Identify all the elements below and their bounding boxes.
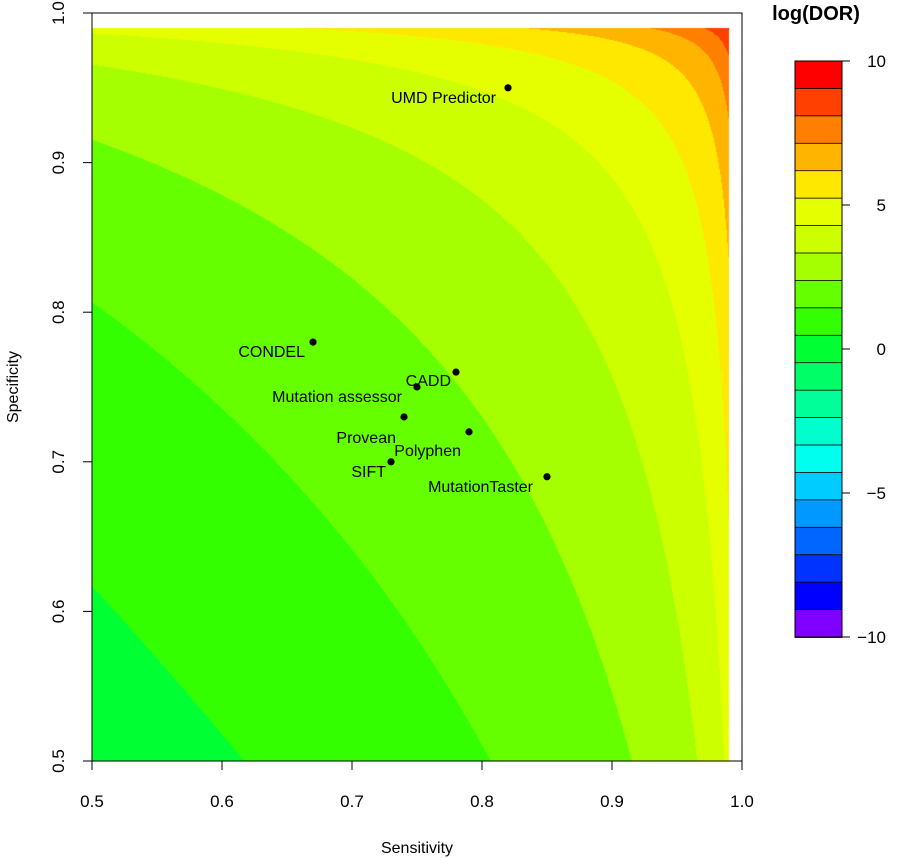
legend-tick-label: 10: [867, 52, 886, 71]
data-point: [452, 368, 460, 376]
y-tick-label: 1.0: [49, 1, 68, 25]
legend-band: [794, 88, 843, 117]
legend-band: [794, 417, 843, 446]
legend-tick-label: −10: [857, 628, 886, 647]
data-point-label: CONDEL: [238, 344, 305, 361]
legend-tick-label: 5: [877, 196, 886, 215]
legend-band: [794, 60, 843, 90]
legend-band: [794, 142, 843, 172]
data-point-label: Polyphen: [394, 443, 461, 460]
legend-tick-label: −5: [867, 484, 886, 503]
legend-band: [794, 252, 843, 282]
data-point-label: UMD Predictor: [391, 90, 497, 107]
data-point-label: CADD: [406, 373, 451, 390]
legend-band: [794, 280, 843, 309]
data-point: [465, 428, 473, 436]
legend-band: [794, 472, 843, 501]
plot-frame: [91, 12, 743, 762]
legend-band: [794, 526, 843, 556]
x-tick-label: 0.6: [210, 792, 234, 811]
legend-tick-label: 0: [877, 340, 886, 359]
data-point: [543, 473, 551, 481]
data-point-label: MutationTaster: [428, 479, 534, 496]
x-axis: 0.5 0.6 0.7 0.8 0.9 1.0: [80, 761, 754, 811]
data-point: [309, 338, 317, 346]
y-tick-label: 0.5: [49, 749, 68, 773]
y-tick-label: 0.9: [49, 151, 68, 175]
x-tick-label: 0.7: [340, 792, 364, 811]
legend-band: [794, 225, 843, 254]
x-tick-label: 0.9: [600, 792, 624, 811]
data-point: [387, 458, 395, 466]
data-point: [504, 84, 512, 92]
legend-title: log(DOR): [772, 3, 860, 25]
legend-band: [794, 170, 843, 200]
y-axis: 0.5 0.6 0.7 0.8 0.9 1.0: [49, 1, 92, 773]
data-point-label: Mutation assessor: [272, 389, 403, 406]
color-legend: 10 5 0 −5 −10: [794, 52, 886, 647]
legend-band: [794, 499, 843, 529]
legend-band: [794, 197, 843, 227]
legend-band: [794, 115, 843, 145]
x-tick-label: 1.0: [730, 792, 754, 811]
y-tick-label: 0.8: [49, 300, 68, 324]
y-axis-title: Specificity: [5, 351, 22, 423]
legend-band: [794, 389, 843, 419]
x-tick-label: 0.5: [80, 792, 104, 811]
data-point-label: Provean: [336, 430, 396, 447]
x-axis-title: Sensitivity: [381, 840, 453, 857]
data-point-label: SIFT: [351, 464, 386, 481]
data-point: [413, 383, 421, 391]
legend-band: [794, 609, 843, 638]
legend-band: [794, 444, 843, 474]
legend-band: [794, 554, 843, 584]
legend-band: [794, 362, 843, 392]
y-tick-label: 0.6: [49, 600, 68, 624]
legend-band: [794, 334, 843, 364]
legend-band: [794, 307, 843, 337]
legend-band: [794, 581, 843, 611]
data-point: [400, 413, 408, 421]
y-tick-label: 0.7: [49, 450, 68, 474]
x-tick-label: 0.8: [470, 792, 494, 811]
